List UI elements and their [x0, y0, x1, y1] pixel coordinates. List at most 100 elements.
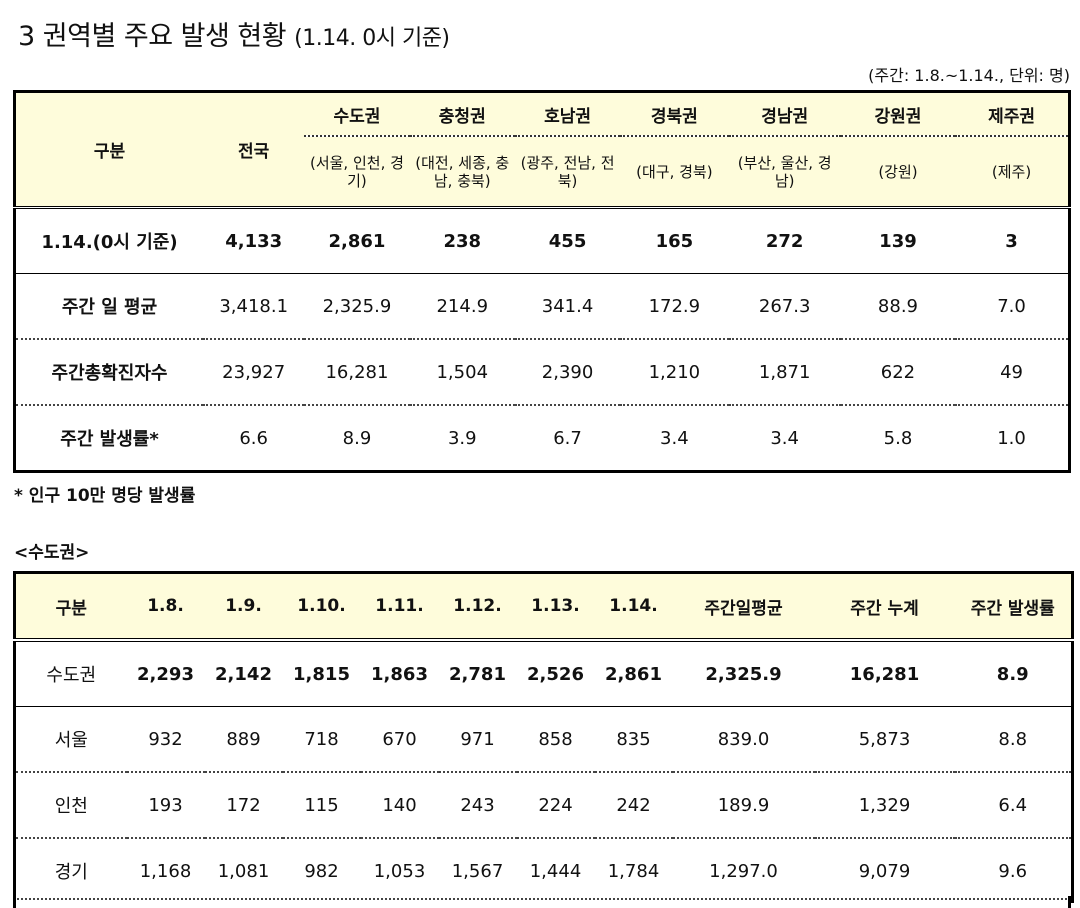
cell: 1,567	[451, 860, 504, 882]
cell: 2,390	[514, 339, 621, 406]
cell: 7.0	[955, 273, 1070, 340]
table1-header-label: 구분	[14, 91, 204, 208]
cell: 1,444	[529, 860, 582, 882]
cell: 9.6	[998, 860, 1028, 882]
cell: 971	[438, 706, 517, 773]
cell: 1,504	[409, 339, 515, 406]
cell: 2,861	[304, 209, 410, 274]
table1-separator	[14, 206, 1070, 210]
page-title: 3 권역별 주요 발생 현황 (1.14. 0시 기준)	[18, 14, 450, 53]
footnote: * 인구 10만 명당 발생률	[14, 486, 196, 506]
table-row: 주간 발생률* 6.6 8.9 3.9 6.7 3.4 3.4 5.8 1.0	[15, 405, 1070, 472]
region-name: 강원권	[840, 91, 956, 136]
cell: 9,079	[858, 860, 911, 882]
cell: 1.0	[997, 427, 1026, 449]
cell: 139	[840, 209, 956, 274]
cell: 1,053	[373, 860, 426, 882]
cell: 224	[516, 772, 595, 839]
cell: 16,281	[814, 640, 955, 707]
table1-header-sub-row: (서울, 인천, 경기) (대전, 세종, 충남, 충북) (광주, 전남, 전…	[15, 135, 1070, 208]
cell: 1,784	[607, 860, 660, 882]
column-header: 1.11.	[360, 572, 439, 642]
cell: 1,168	[139, 860, 192, 882]
column-header: 주간 누계	[814, 572, 955, 642]
cell: 982	[304, 860, 339, 882]
row-label: 주간 발생률*	[60, 429, 159, 450]
region-sub: (강원)	[840, 135, 956, 208]
cell: 1,329	[814, 772, 955, 839]
table2-continuation-line	[13, 898, 1071, 900]
cell: 6.6	[239, 427, 268, 449]
capital-area-table: 구분 1.8. 1.9. 1.10. 1.11. 1.12. 1.13. 1.1…	[13, 571, 1074, 903]
cell: 8.9	[954, 640, 1073, 707]
row-label: 인천	[14, 772, 127, 839]
page-title-date: (1.14. 0시 기준)	[294, 26, 450, 51]
row-label: 경기	[54, 862, 88, 883]
regional-summary-table: 구분 전국 수도권 충청권 호남권 경북권 경남권 강원권 제주권 (서울, 인…	[13, 90, 1071, 473]
cell: 1,210	[620, 339, 729, 406]
cell: 115	[282, 772, 361, 839]
section-subheading: <수도권>	[14, 543, 90, 563]
cell: 2,142	[204, 640, 283, 707]
cell: 3,418.1	[203, 273, 305, 340]
cell: 165	[620, 209, 729, 274]
cell: 3.4	[660, 427, 689, 449]
column-header: 1.12.	[438, 572, 517, 642]
region-name: 충청권	[409, 91, 515, 136]
cell: 189.9	[672, 772, 815, 839]
cell: 932	[126, 706, 205, 773]
region-sub: (대구, 경북)	[620, 135, 729, 208]
table-row: 서울 932 889 718 670 971 858 835 839.0 5,8…	[14, 706, 1073, 773]
cell: 1,863	[360, 640, 439, 707]
cell: 5,873	[814, 706, 955, 773]
cell: 172.9	[620, 273, 729, 340]
region-name: 호남권	[514, 91, 621, 136]
cell: 341.4	[514, 273, 621, 340]
cell: 889	[204, 706, 283, 773]
region-name: 경북권	[620, 91, 729, 136]
cell: 172	[204, 772, 283, 839]
column-header: 1.13.	[516, 572, 595, 642]
cell: 5.8	[883, 427, 913, 449]
cell: 272	[728, 209, 841, 274]
region-sub: (제주)	[955, 135, 1070, 208]
unit-note: (주간: 1.8.~1.14., 단위: 명)	[868, 66, 1070, 85]
cell: 49	[955, 339, 1070, 406]
table2-right-border-tail	[1068, 896, 1071, 908]
column-header: 1.9.	[204, 572, 283, 642]
region-name: 경남권	[728, 91, 841, 136]
region-sub: (대전, 세종, 충남, 충북)	[409, 135, 515, 208]
row-label: 주간 일 평균	[14, 273, 204, 340]
cell: 718	[282, 706, 361, 773]
page-title-main: 3 권역별 주요 발생 현황	[18, 21, 287, 52]
table2-left-border-tail	[13, 896, 16, 908]
cell: 858	[516, 706, 595, 773]
cell: 2,861	[594, 640, 673, 707]
cell: 1,297.0	[709, 860, 778, 882]
cell: 2,325.9	[304, 273, 410, 340]
column-header: 1.8.	[126, 572, 205, 642]
table-row: 1.14.(0시 기준) 4,133 2,861 238 455 165 272…	[14, 209, 1070, 274]
region-sub: (광주, 전남, 전북)	[514, 135, 621, 208]
cell: 214.9	[409, 273, 515, 340]
cell: 2,781	[438, 640, 517, 707]
cell: 622	[840, 339, 956, 406]
cell: 2,526	[516, 640, 595, 707]
cell: 2,293	[126, 640, 205, 707]
cell: 2,325.9	[672, 640, 815, 707]
column-header: 주간 발생률	[954, 572, 1073, 642]
column-header: 1.10.	[282, 572, 361, 642]
row-label: 서울	[14, 706, 127, 773]
table-row: 경기 1,168 1,081 982 1,053 1,567 1,444 1,7…	[15, 838, 1073, 903]
cell: 835	[594, 706, 673, 773]
cell: 3	[955, 209, 1070, 274]
table1-header-row: 구분 전국 수도권 충청권 호남권 경북권 경남권 강원권 제주권	[14, 91, 1070, 208]
cell: 3.9	[447, 427, 477, 449]
cell: 243	[438, 772, 517, 839]
region-sub: (부산, 울산, 경남)	[728, 135, 841, 208]
cell: 6.4	[954, 772, 1073, 839]
cell: 238	[409, 209, 515, 274]
region-name: 제주권	[955, 91, 1070, 136]
cell: 1,081	[217, 860, 270, 882]
cell: 6.7	[553, 427, 582, 449]
